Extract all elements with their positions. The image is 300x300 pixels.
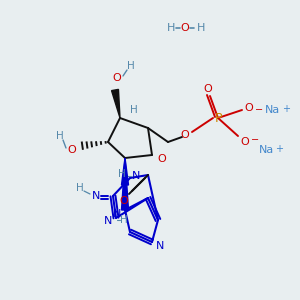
Text: O: O bbox=[204, 84, 212, 94]
Text: O: O bbox=[68, 145, 76, 155]
Text: N: N bbox=[104, 216, 112, 226]
Text: N: N bbox=[132, 171, 140, 181]
Polygon shape bbox=[112, 89, 120, 118]
Text: H: H bbox=[120, 215, 128, 225]
Text: H: H bbox=[118, 169, 126, 179]
Text: +: + bbox=[275, 144, 283, 154]
Text: +: + bbox=[282, 104, 290, 114]
Text: H: H bbox=[76, 183, 84, 193]
Text: H: H bbox=[167, 23, 175, 33]
Text: O: O bbox=[181, 23, 189, 33]
Text: H: H bbox=[130, 105, 138, 115]
Text: O: O bbox=[112, 73, 122, 83]
Text: Na: Na bbox=[258, 145, 274, 155]
Text: P: P bbox=[214, 112, 222, 124]
Polygon shape bbox=[122, 158, 128, 185]
Text: O: O bbox=[158, 154, 166, 164]
Polygon shape bbox=[122, 158, 128, 210]
Text: O: O bbox=[181, 130, 189, 140]
Text: O: O bbox=[244, 103, 253, 113]
Text: O: O bbox=[120, 196, 128, 206]
Text: Na: Na bbox=[266, 105, 280, 115]
Text: N: N bbox=[156, 241, 164, 251]
Text: −: − bbox=[255, 105, 263, 115]
Text: H: H bbox=[127, 61, 135, 71]
Text: N: N bbox=[92, 191, 100, 201]
Text: H: H bbox=[197, 23, 205, 33]
Text: N: N bbox=[113, 209, 121, 219]
Text: O: O bbox=[241, 137, 249, 147]
Text: H: H bbox=[56, 131, 64, 141]
Text: −: − bbox=[251, 135, 259, 145]
